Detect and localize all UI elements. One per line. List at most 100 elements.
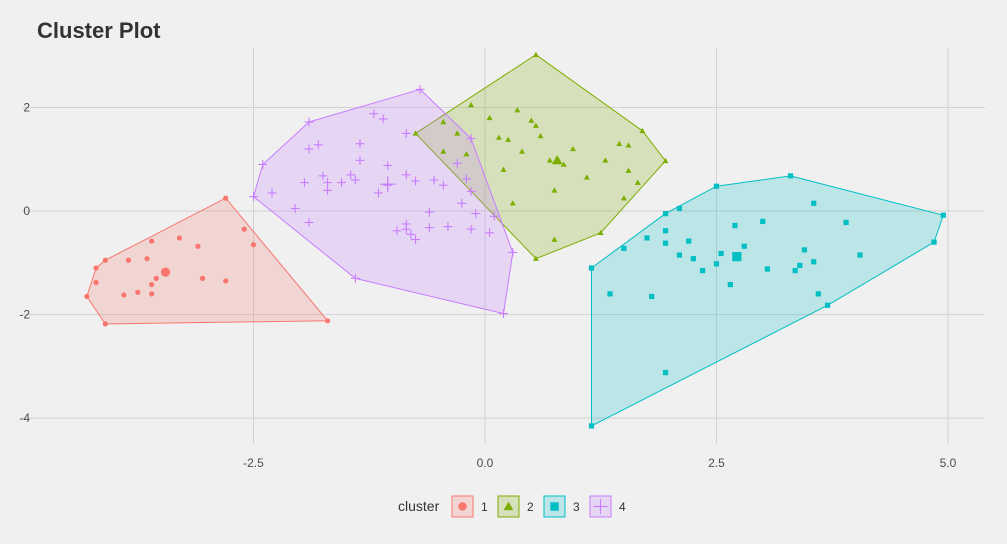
cluster-4-point	[466, 186, 476, 196]
cluster-4-point	[318, 171, 328, 181]
cluster-3-point	[662, 228, 669, 234]
cluster-1-point	[153, 275, 159, 281]
cluster-2-point	[495, 134, 502, 140]
cluster-2-point	[597, 229, 604, 236]
cluster-2-point	[546, 157, 553, 163]
cluster-3-point	[741, 243, 747, 249]
cluster-2-point	[537, 133, 544, 139]
cluster-2-point	[486, 114, 493, 121]
cluster-4-point	[249, 192, 258, 201]
cluster-4-point	[350, 273, 360, 283]
legend-label-4: 4	[619, 500, 626, 514]
cluster-4-point	[337, 178, 346, 188]
cluster-3-point	[607, 291, 613, 297]
x-tick-label: 0.0	[477, 456, 494, 470]
cluster-1-point	[223, 195, 229, 201]
cluster-2-point	[625, 142, 632, 148]
cluster-4-point	[304, 144, 314, 154]
cluster-4-point	[489, 211, 499, 221]
cluster-3-point	[690, 256, 696, 262]
cluster-3-point	[662, 211, 669, 217]
cluster-4-point	[401, 170, 411, 180]
legend-title: cluster	[398, 498, 440, 514]
cluster-2-point	[620, 195, 627, 201]
cluster-1-point	[176, 235, 183, 241]
cluster-2-point	[532, 122, 539, 128]
cluster-2-point	[625, 167, 632, 173]
cluster-3-point	[797, 262, 803, 269]
cluster-3-point	[824, 302, 831, 308]
cluster-1-point	[84, 293, 90, 300]
cluster-4-point	[466, 134, 476, 144]
cluster-2-point	[500, 166, 507, 172]
cluster-3-centroid	[732, 252, 742, 262]
cluster-4-point	[355, 155, 365, 165]
cluster-2-point	[602, 157, 609, 163]
cluster-4-point	[425, 207, 434, 217]
cluster-3-point	[801, 247, 808, 253]
cluster-3-point	[931, 239, 937, 245]
cluster-1-point	[93, 265, 99, 271]
cluster-2-point	[505, 136, 512, 142]
cluster-3-point	[843, 219, 849, 226]
cluster-2-point	[634, 179, 641, 185]
cluster-3-point	[676, 205, 683, 212]
cluster-3-point	[713, 261, 720, 267]
x-tick-label: 5.0	[940, 456, 957, 470]
chart-title: Cluster Plot	[37, 18, 161, 43]
cluster-3-point	[644, 235, 650, 241]
cluster-4-point	[411, 176, 420, 186]
cluster-2-point	[412, 130, 419, 136]
cluster-4-point	[462, 174, 471, 184]
cluster-3-point	[732, 222, 738, 229]
cluster-3-point	[662, 369, 669, 376]
cluster-3-point	[815, 291, 821, 297]
x-tick-label: -2.5	[243, 456, 264, 470]
cluster-2-point	[528, 117, 535, 123]
cluster-4-point	[415, 84, 425, 94]
cluster-1-point	[223, 278, 229, 284]
cluster-1-point	[135, 289, 141, 295]
cluster-2-point	[532, 51, 539, 57]
legend-marker-1	[458, 502, 467, 511]
cluster-3-point	[649, 293, 655, 300]
cluster-3-point	[811, 259, 817, 265]
cluster-4-point	[304, 117, 314, 127]
cluster-2-point	[519, 148, 526, 154]
cluster-4-point	[267, 188, 277, 198]
cluster-2-point	[463, 151, 470, 157]
y-tick-label: -2	[19, 308, 30, 322]
cluster-4-point	[425, 223, 434, 233]
cluster-1-point	[125, 257, 132, 263]
cluster-2-point	[551, 187, 558, 193]
cluster-3-point	[662, 240, 669, 246]
cluster-2-point	[616, 140, 623, 147]
cluster-4-point	[313, 140, 323, 150]
cluster-4-point	[471, 209, 481, 219]
legend: cluster 1 2 3 4	[398, 495, 626, 518]
cluster-4-point	[443, 222, 453, 232]
cluster-1-point	[144, 256, 150, 262]
cluster-2-point	[454, 130, 461, 136]
cluster-3-point	[621, 245, 627, 251]
cluster-4-point	[383, 161, 393, 170]
cluster-4-point	[378, 114, 388, 124]
cluster-4-point	[304, 218, 314, 227]
cluster-4-point	[401, 128, 411, 138]
cluster-4-point	[452, 159, 462, 168]
cluster-4-point	[350, 175, 360, 185]
y-tick-label: -4	[19, 411, 30, 425]
cluster-3-point	[760, 218, 766, 225]
cluster-3-point	[792, 267, 798, 274]
cluster-2-point	[532, 255, 539, 261]
cluster-1-centroid	[160, 267, 171, 277]
cluster-3-point	[588, 265, 595, 271]
cluster-1-point	[121, 292, 127, 298]
legend-label-3: 3	[573, 500, 580, 514]
cluster-2-point	[583, 174, 590, 180]
cluster-4-point	[438, 180, 448, 190]
legend-label-1: 1	[481, 500, 488, 514]
cluster-4-point	[355, 139, 365, 149]
legend-marker-2	[503, 501, 514, 511]
